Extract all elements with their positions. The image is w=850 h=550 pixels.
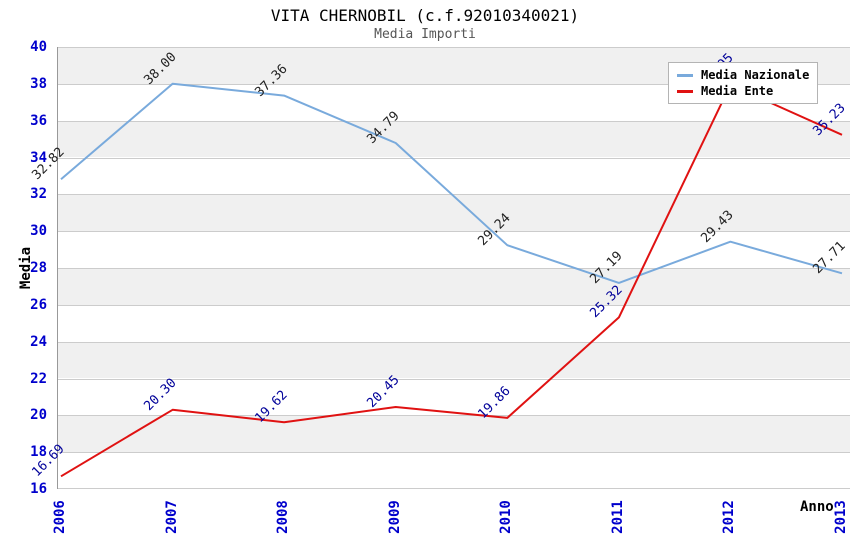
grid-band [58,231,850,268]
y-tick-label: 26 [30,296,47,313]
grid-band [58,452,850,489]
y-tick-label: 28 [30,260,47,276]
gridline [58,157,850,159]
y-tick-label: 16 [30,481,47,497]
grid-band [58,415,850,453]
x-tick-label: 2006 [52,500,68,534]
gridline [58,194,850,196]
grid-band [58,378,850,416]
grid-band [58,341,850,379]
gridline [58,304,850,306]
chart-subtitle: Media Importi [374,27,476,42]
gridline [58,415,850,417]
grid-band [58,304,850,342]
legend-line-marker-media-nazionale [677,73,693,77]
grid-band [58,268,850,305]
gridline [58,341,850,343]
legend: Media Nazionale Media Ente [668,62,818,104]
legend-item-media-ente: Media Ente [677,83,809,99]
gridline [58,268,850,269]
y-tick-label: 34 [30,149,47,166]
legend-label-media-nazionale: Media Nazionale [701,68,810,82]
gridline [58,488,850,489]
y-tick-label: 20 [30,407,47,424]
x-tick-label: 2010 [498,500,515,534]
gridline [58,452,850,454]
x-tick-label: 2011 [609,500,626,534]
series-lines [60,82,843,478]
y-tick-label: 18 [30,444,47,461]
series-line-1 [60,83,843,478]
y-tick-label: 30 [30,223,47,240]
y-tick-label: 36 [30,112,47,129]
y-tick-label: 38 [30,75,47,92]
x-tick-label: 2008 [275,500,292,534]
gridline [58,83,850,85]
x-tick-label: 2013 [833,500,849,534]
grid-band [58,157,850,195]
gridline [58,378,850,380]
chart-title: VITA CHERNOBIL (c.f.92010340021) [270,6,580,25]
y-tick-label: 22 [30,370,47,387]
plot-area [57,47,850,489]
legend-label-media-ente: Media Ente [701,84,774,98]
x-tick-label: 2012 [721,500,738,534]
legend-item-media-nazionale: Media Nazionale [677,67,809,83]
gridline [58,47,850,48]
gridline [58,120,850,122]
grid-band [58,194,850,232]
gridline [58,231,850,233]
series-line-0 [60,82,843,284]
y-tick-label: 24 [30,333,47,350]
x-tick-label: 2009 [386,500,403,534]
x-axis-title: Anno [800,499,834,515]
x-tick-label: 2007 [163,500,180,534]
legend-line-marker-media-ente [677,89,693,93]
grid-band [58,120,850,158]
y-tick-label: 32 [30,186,47,203]
y-tick-label: 40 [30,39,47,55]
